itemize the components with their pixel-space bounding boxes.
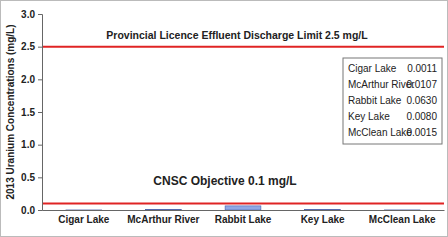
tick-mark: [38, 14, 42, 15]
axis-line: [43, 210, 445, 211]
reference-lines: [42, 47, 444, 204]
tick: 2.0: [21, 74, 42, 85]
tick-label: Cigar Lake: [58, 214, 110, 225]
tick-label: 0.5: [21, 172, 35, 183]
tick: 2.5: [21, 41, 42, 52]
tick-label: 1.5: [21, 107, 35, 118]
bar: [145, 209, 181, 210]
reference-line: [42, 202, 444, 204]
tick-mark: [38, 47, 42, 48]
tick: 3.0: [21, 9, 42, 20]
tick-label: McClean Lake: [369, 214, 436, 225]
y-axis-title: 2013 Uranium Concentrations (mg/L): [5, 24, 16, 199]
background: [1, 1, 448, 237]
bar: [384, 209, 420, 210]
value-box-value: 0.0630: [406, 95, 437, 106]
tick: 1.5: [21, 107, 42, 118]
value-box-name: Key Lake: [348, 111, 390, 122]
tick: Cigar Lake: [58, 210, 110, 225]
tick: Rabbit Lake: [215, 210, 272, 225]
tick-mark: [38, 79, 42, 80]
tick-label: McArthur River: [127, 214, 199, 225]
tick-label: Rabbit Lake: [215, 214, 272, 225]
tick: McClean Lake: [369, 210, 436, 225]
tick: 0.0: [21, 205, 42, 216]
tick-label: 3.0: [21, 9, 35, 20]
y-axis: 0.0 0.5 1.0 1.5 2.0 2.5 3.0: [21, 9, 42, 216]
tick: McArthur River: [127, 210, 199, 225]
reference-label: Provincial Licence Effluent Discharge Li…: [106, 29, 368, 41]
bar: [225, 206, 261, 210]
tick-label: 0.0: [21, 205, 35, 216]
bar: [66, 209, 102, 210]
value-box-name: McArthur River: [348, 79, 415, 90]
tick-label: 2.0: [21, 74, 35, 85]
value-box-name: McClean Lake: [348, 127, 412, 138]
value-box-name: Cigar Lake: [348, 63, 397, 74]
value-box-value: 0.0107: [406, 79, 437, 90]
reference-label: CNSC Objective 0.1 mg/L: [153, 174, 296, 188]
tick: 0.5: [21, 172, 42, 183]
value-box-value: 0.0015: [406, 127, 437, 138]
tick-mark: [38, 112, 42, 113]
x-axis: Cigar Lake McArthur River Rabbit Lake Key L…: [43, 210, 445, 225]
tick-label: 1.0: [21, 139, 35, 150]
value-box-name: Rabbit Lake: [348, 95, 402, 106]
tick: 1.0: [21, 139, 42, 150]
tick-mark: [38, 177, 42, 178]
bars: [66, 206, 420, 210]
plot: Provincial Licence Effluent Discharge Li…: [21, 9, 444, 225]
tick-mark: [38, 210, 42, 211]
tick: Key Lake: [301, 210, 345, 225]
tick-label: Key Lake: [301, 214, 345, 225]
chart: Provincial Licence Effluent Discharge Li…: [0, 0, 448, 237]
value-box-frame: [343, 58, 442, 144]
reference-line: [42, 46, 444, 48]
tick-label: 2.5: [21, 41, 35, 52]
bar: [305, 209, 341, 210]
value-box: Cigar Lake 0.0011 McArthur River0.0107 Rabb…: [343, 58, 442, 144]
value-box-value: 0.0080: [406, 111, 437, 122]
axis-line: [38, 15, 43, 211]
value-box-value: 0.0011: [407, 63, 437, 74]
tick-mark: [38, 145, 42, 146]
